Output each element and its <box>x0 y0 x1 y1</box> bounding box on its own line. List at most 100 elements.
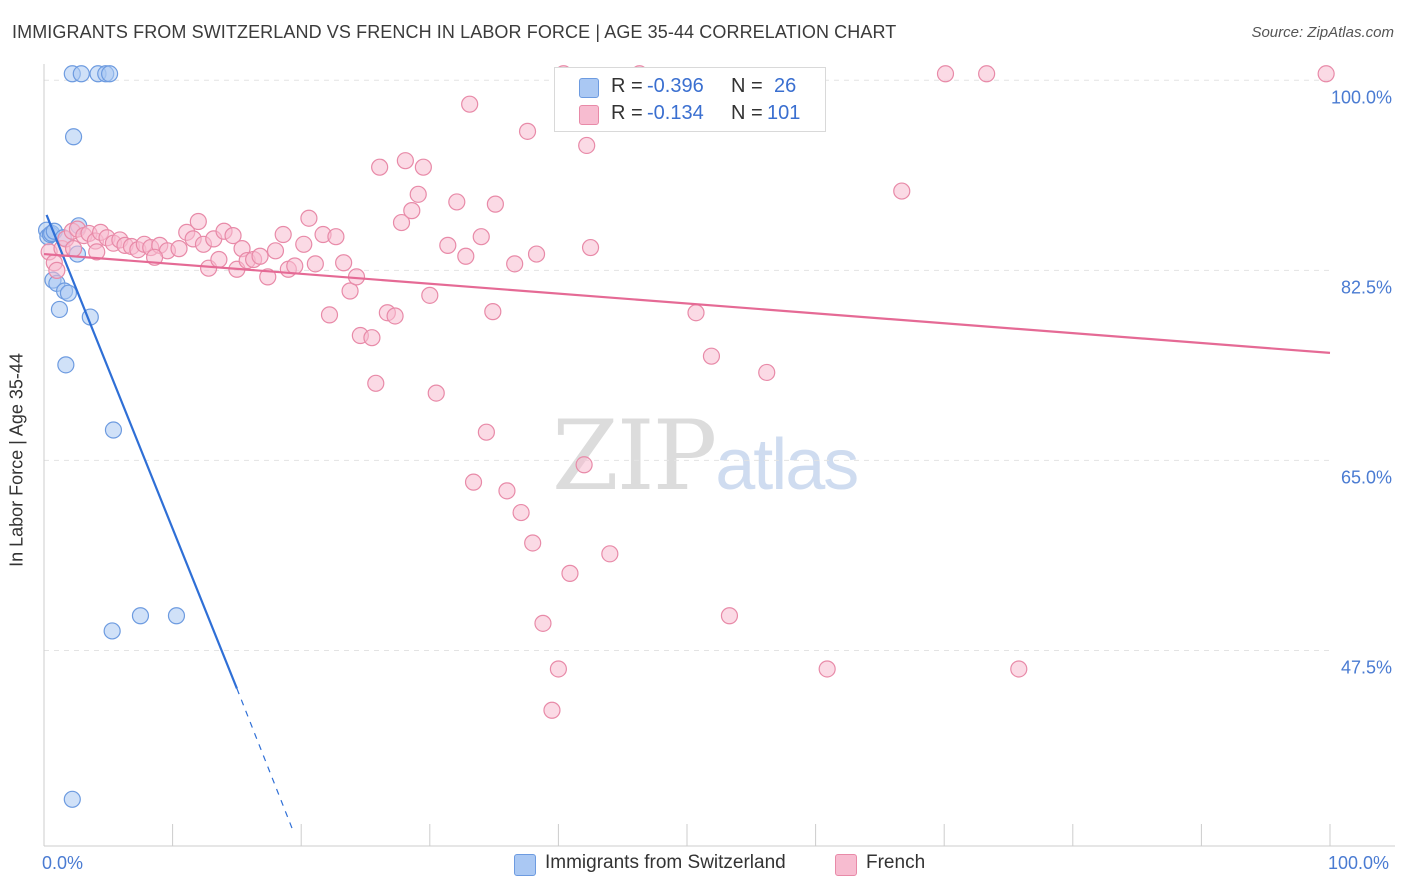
data-point-french <box>936 65 955 83</box>
data-point-french <box>421 286 439 304</box>
trend-line-french <box>43 252 1331 355</box>
data-point-french <box>461 95 479 113</box>
x-tick-min: 0.0% <box>42 853 84 873</box>
stats-swatch-french <box>579 105 599 125</box>
data-point-french <box>88 243 106 261</box>
data-point-french <box>512 503 530 522</box>
data-point-switzerland <box>64 128 83 146</box>
data-point-french <box>758 363 776 382</box>
x-tick-max: 100.0% <box>1328 853 1390 873</box>
data-point-french <box>210 250 228 269</box>
data-point-french <box>439 236 457 254</box>
data-point-french <box>403 202 421 220</box>
stats-n-value: 26 <box>774 75 797 97</box>
data-point-french <box>295 235 313 253</box>
data-point-french <box>341 282 359 300</box>
stats-r-label: R = <box>611 102 643 124</box>
data-point-french <box>363 329 381 347</box>
data-point-french <box>549 660 568 678</box>
data-point-french <box>527 245 546 263</box>
stats-n-label: N = <box>731 75 763 97</box>
y-axis-label: In Labor Force | Age 35-44 <box>6 353 27 567</box>
data-point-french <box>274 225 292 244</box>
data-point-french <box>448 193 466 211</box>
data-point-switzerland <box>103 622 121 640</box>
data-point-french <box>720 607 739 625</box>
data-point-french <box>48 261 66 279</box>
data-point-french <box>524 534 542 552</box>
data-point-french <box>457 247 475 265</box>
data-point-french <box>561 564 579 582</box>
data-point-french <box>427 384 445 402</box>
data-point-french <box>818 660 836 678</box>
chart-title: IMMIGRANTS FROM SWITZERLAND VS FRENCH IN… <box>12 22 897 42</box>
data-point-french <box>386 307 404 325</box>
watermark-zip: ZIP <box>552 400 717 512</box>
stats-row-french: R = -0.134 N = 101 <box>555 100 825 127</box>
y-tick-label: 82.5% <box>1341 277 1392 297</box>
chart-source: Source: ZipAtlas.com <box>1251 24 1394 41</box>
stats-r-value: -0.396 <box>647 75 704 97</box>
data-point-switzerland <box>59 284 78 302</box>
data-point-french <box>477 423 495 441</box>
data-point-french <box>396 152 414 170</box>
data-point-switzerland <box>104 421 123 439</box>
data-point-french <box>1317 65 1335 83</box>
data-point-french <box>306 255 324 273</box>
stats-n-label: N = <box>731 102 763 124</box>
data-point-french <box>543 701 561 719</box>
data-point-french <box>506 255 524 273</box>
trend-line-extension-switzerland <box>236 688 295 833</box>
data-point-french <box>581 238 600 257</box>
data-point-french <box>472 228 490 246</box>
data-point-french <box>486 195 504 213</box>
data-point-french <box>702 347 721 365</box>
y-tick-label: 47.5% <box>1341 658 1392 678</box>
trend-line-switzerland <box>45 214 238 689</box>
legend-swatch-switzerland <box>514 854 536 876</box>
data-point-french <box>534 614 552 632</box>
data-point-french <box>893 182 911 200</box>
data-point-french <box>367 374 385 392</box>
data-point-french <box>189 212 207 231</box>
legend-label-french: French <box>866 852 926 873</box>
data-point-french <box>575 456 593 474</box>
data-point-switzerland <box>72 65 90 83</box>
stats-r-label: R = <box>611 75 643 97</box>
data-point-french <box>327 228 345 246</box>
data-point-french <box>498 482 516 500</box>
stats-swatch-switzerland <box>579 78 599 98</box>
data-point-french <box>335 254 353 272</box>
data-point-french <box>464 473 483 491</box>
data-point-french <box>259 268 277 286</box>
stats-box: R = -0.396 N = 26 R = -0.134 N = 101 <box>554 67 826 132</box>
data-point-switzerland <box>167 607 186 625</box>
data-point-french <box>320 306 339 324</box>
data-point-french <box>371 158 389 176</box>
data-point-french <box>392 213 411 232</box>
data-point-french <box>414 158 432 176</box>
data-point-french <box>409 185 427 203</box>
data-point-french <box>601 545 619 563</box>
data-point-french <box>251 247 269 265</box>
data-point-french <box>300 209 318 227</box>
stats-r-value: -0.134 <box>647 102 704 124</box>
data-point-french <box>484 303 502 321</box>
y-tick-label: 100.0% <box>1331 87 1392 107</box>
data-point-french <box>64 240 83 258</box>
legend: Immigrants from Switzerland French <box>0 851 1406 879</box>
watermark-atlas: atlas <box>715 425 859 505</box>
y-tick-label: 65.0% <box>1341 467 1392 487</box>
data-point-french <box>286 257 304 275</box>
data-point-switzerland <box>131 607 150 625</box>
data-point-french <box>978 65 996 83</box>
data-point-switzerland <box>50 300 69 319</box>
data-point-french <box>687 304 705 322</box>
legend-swatch-french <box>835 854 857 876</box>
legend-label-switzerland: Immigrants from Switzerland <box>545 852 786 873</box>
stats-row-switzerland: R = -0.396 N = 26 <box>555 73 825 100</box>
data-point-french <box>170 240 188 258</box>
data-point-switzerland <box>57 356 75 374</box>
data-point-french <box>1010 660 1028 678</box>
